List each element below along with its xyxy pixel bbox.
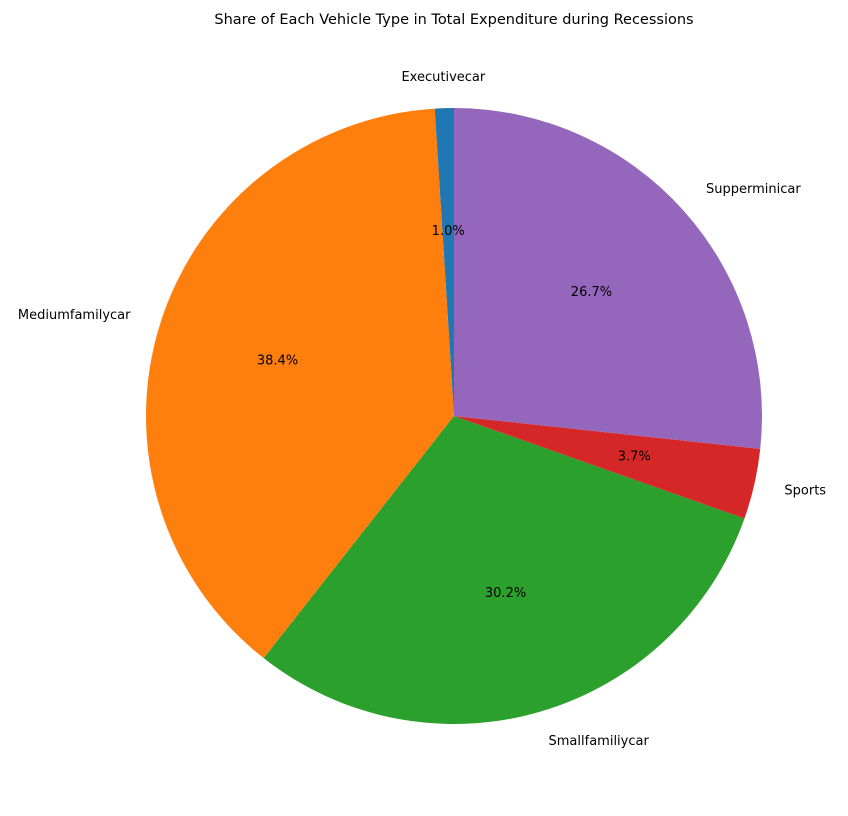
pie-pct-label: 1.0% bbox=[432, 224, 465, 239]
pie-labels: 1.0% Executivecar 38.4% Mediumfamilycar 30.2… bbox=[18, 70, 826, 749]
pie-category-label: Executivecar bbox=[401, 70, 485, 85]
pie-slice-mediumfamilycar bbox=[146, 108, 454, 659]
pie-category-label: Supperminicar bbox=[706, 182, 801, 197]
chart-title: Share of Each Vehicle Type in Total Expe… bbox=[214, 12, 693, 28]
pie-slice-smallfamiliycar bbox=[263, 416, 745, 724]
pie-slices bbox=[146, 108, 762, 724]
pie-category-label: Mediumfamilycar bbox=[18, 308, 131, 323]
pie-slice-supperminicar bbox=[454, 108, 762, 449]
pie-slice-executivecar bbox=[434, 108, 454, 416]
pie-pct-label: 30.2% bbox=[485, 586, 526, 601]
pie-pct-label: 38.4% bbox=[257, 354, 298, 369]
pie-category-label: Sports bbox=[784, 483, 826, 498]
pie-category-label: Smallfamiliycar bbox=[549, 734, 650, 749]
pie-pct-label: 3.7% bbox=[618, 449, 651, 464]
pie-slice-sports bbox=[454, 416, 761, 519]
pie-pct-label: 26.7% bbox=[571, 285, 612, 300]
